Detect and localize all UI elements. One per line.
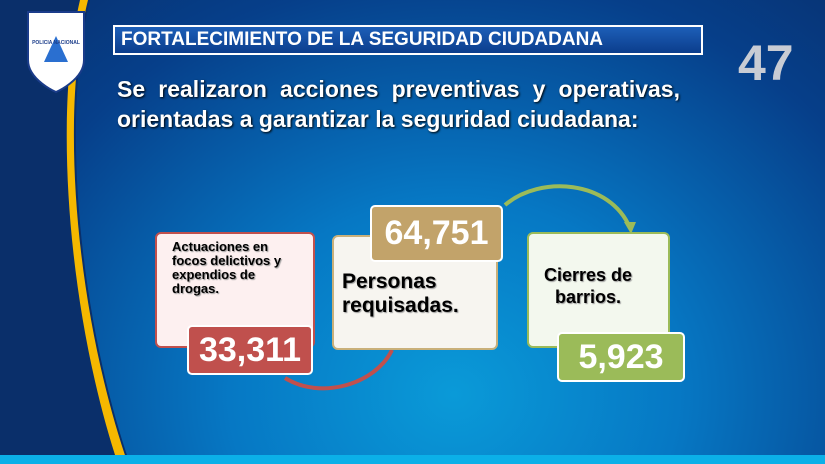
card [527, 232, 670, 348]
card-number: 64,751 [370, 205, 503, 262]
body-text: Se realizaron acciones preventivas y ope… [117, 76, 680, 132]
card-label: Personas requisadas. [342, 270, 459, 317]
logo-47: 47 [738, 35, 794, 91]
card-number: 5,923 [557, 332, 685, 382]
card-label: Actuaciones en focos delictivos y expend… [172, 239, 282, 296]
title: FORTALECIMIENTO DE LA SEGURIDAD CIUDADAN… [113, 25, 703, 55]
badge-text: POLICIA NACIONAL [32, 40, 80, 46]
card-number: 33,311 [187, 325, 313, 375]
card-label: Cierres de barrios. [543, 265, 633, 307]
